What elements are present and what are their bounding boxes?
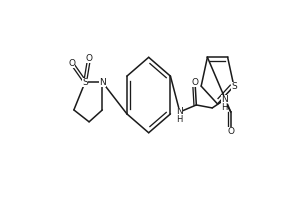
Text: O: O [191,78,199,87]
Text: S: S [82,78,88,87]
Text: O: O [85,54,93,63]
Text: O: O [227,127,234,136]
Text: H: H [177,115,183,124]
Text: S: S [231,82,237,91]
Text: H: H [221,103,227,112]
Text: N: N [221,95,227,104]
Text: O: O [68,59,75,68]
Text: N: N [176,107,183,116]
Text: N: N [99,78,106,87]
